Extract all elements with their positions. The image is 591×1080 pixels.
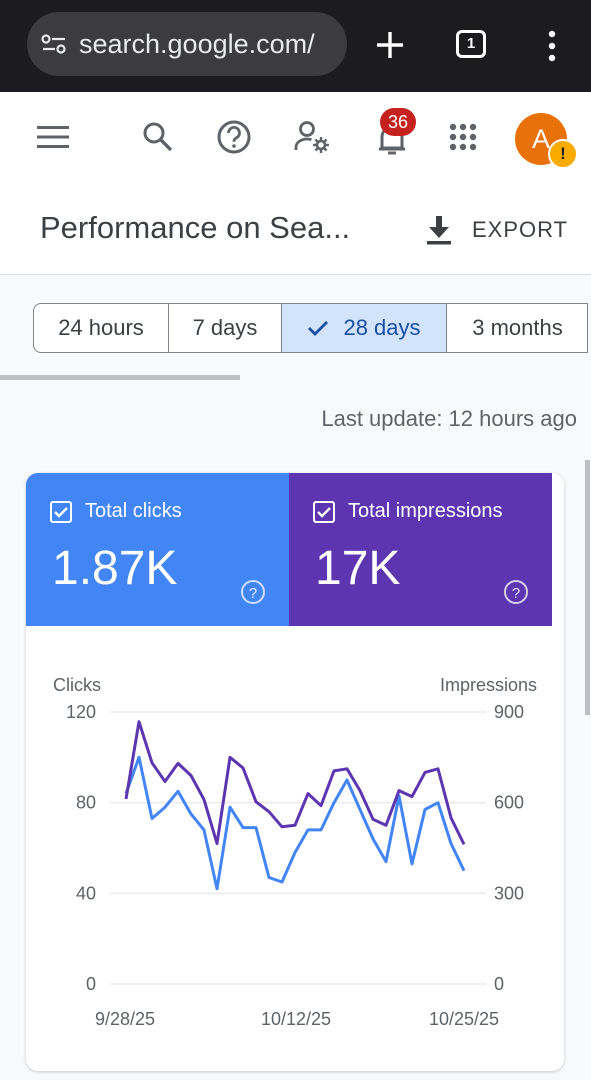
performance-card: Total clicks 1.87K ? Total impressions 1… xyxy=(26,473,564,1071)
range-label: 24 hours xyxy=(58,315,144,340)
y-right-axis-title: Impressions xyxy=(440,675,537,695)
apps-icon[interactable] xyxy=(449,123,477,151)
clicks-value: 1.87K xyxy=(52,542,178,595)
help-icon[interactable]: ? xyxy=(241,580,265,604)
horizontal-scrollbar[interactable] xyxy=(0,375,240,380)
page-title: Performance on Sea... xyxy=(40,210,351,245)
download-icon xyxy=(427,216,451,245)
y-right-tick-label: 300 xyxy=(494,883,524,903)
check-icon xyxy=(317,507,331,518)
avatar-alert-badge: ! xyxy=(548,139,578,169)
clicks-checkbox[interactable] xyxy=(50,501,72,523)
y-left-tick-label: 80 xyxy=(76,793,96,813)
total-impressions-tile[interactable]: Total impressions 17K ? xyxy=(289,473,552,626)
export-label: EXPORT xyxy=(472,217,569,242)
plus-icon[interactable] xyxy=(372,22,408,68)
impressions-value: 17K xyxy=(315,542,401,595)
range-24-hours[interactable]: 24 hours xyxy=(33,303,169,353)
address-bar[interactable]: search.google.com/ xyxy=(27,12,347,76)
y-left-tick-label: 40 xyxy=(76,883,96,903)
browser-toolbar: search.google.com/ 1 xyxy=(0,0,591,92)
range-label: 7 days xyxy=(192,315,258,340)
export-button[interactable]: EXPORT xyxy=(424,212,568,248)
check-icon xyxy=(54,507,68,518)
y-left-axis-title: Clicks xyxy=(53,675,101,695)
range-28-days[interactable]: 28 days xyxy=(281,303,447,353)
manage-accounts-icon[interactable] xyxy=(294,120,330,154)
tab-switcher-button[interactable]: 1 xyxy=(456,30,486,58)
clicks-series-line xyxy=(124,755,466,891)
impressions-checkbox[interactable] xyxy=(313,501,335,523)
impressions-series-line xyxy=(124,720,466,846)
performance-chart: Clicks Impressions 120 900 80 600 40 300 0 0 9/28/… xyxy=(53,675,537,1029)
page-title-bar: Performance on Sea... EXPORT xyxy=(0,184,591,275)
x-tick-label: 10/25/25 xyxy=(429,1009,499,1029)
y-left-tick-label: 0 xyxy=(86,974,96,994)
vertical-scrollbar[interactable] xyxy=(585,460,590,715)
url-text: search.google.com/ xyxy=(79,29,315,59)
notification-badge: 36 xyxy=(380,108,416,136)
help-icon[interactable] xyxy=(216,119,252,155)
y-right-tick-label: 0 xyxy=(494,974,504,994)
search-icon[interactable] xyxy=(142,121,174,153)
range-overflow-edge xyxy=(587,303,591,353)
help-icon[interactable]: ? xyxy=(504,580,528,604)
range-label: 3 months xyxy=(472,315,563,340)
y-left-tick-label: 120 xyxy=(66,702,96,722)
check-icon xyxy=(308,321,329,336)
x-tick-label: 9/28/25 xyxy=(95,1009,155,1029)
tune-icon xyxy=(41,34,66,54)
app-header xyxy=(0,92,591,184)
y-right-tick-label: 900 xyxy=(494,702,524,722)
impressions-label: Total impressions xyxy=(348,500,503,522)
more-vert-icon[interactable] xyxy=(540,28,564,64)
range-7-days[interactable]: 7 days xyxy=(168,303,282,353)
total-clicks-tile[interactable]: Total clicks 1.87K ? xyxy=(26,473,289,626)
clicks-label: Total clicks xyxy=(85,500,182,522)
y-right-tick-label: 600 xyxy=(494,793,524,813)
menu-icon[interactable] xyxy=(37,125,69,149)
range-3-months[interactable]: 3 months xyxy=(446,303,588,353)
last-update-text: Last update: 12 hours ago xyxy=(321,406,577,431)
date-range-selector: 24 hours 7 days 28 days 3 months xyxy=(33,303,591,353)
range-label: 28 days xyxy=(343,315,421,340)
x-tick-label: 10/12/25 xyxy=(261,1009,331,1029)
